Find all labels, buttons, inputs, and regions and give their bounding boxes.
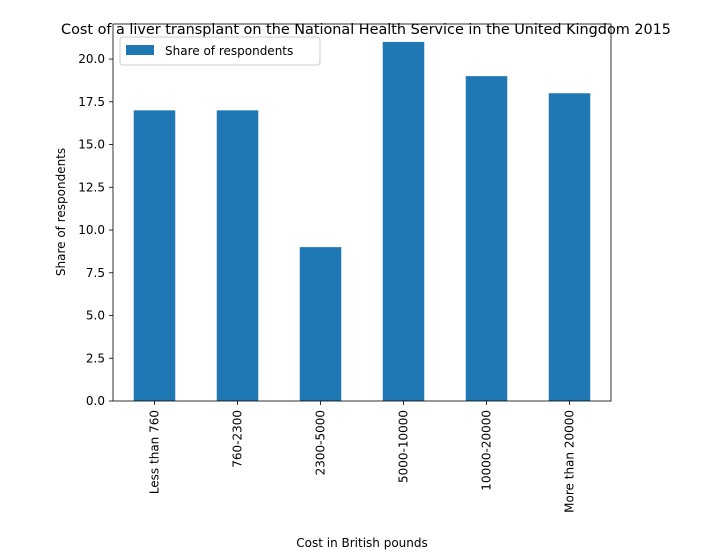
bar-4 [465, 76, 508, 401]
bar-3 [382, 41, 425, 401]
bar-5 [548, 93, 591, 401]
y-tick-label-0: 0.0 [86, 394, 105, 408]
chart-title: Cost of a liver transplant on the Nation… [61, 22, 671, 38]
y-tick-label-5: 12.5 [78, 180, 105, 194]
y-tick-label-1: 2.5 [86, 351, 105, 365]
y-tick-label-2: 5.0 [86, 309, 105, 323]
y-tick-label-3: 7.5 [86, 266, 105, 280]
x-tick-label-0: Less than 760 [148, 410, 162, 494]
bar-0 [133, 110, 176, 401]
legend: Share of respondents [119, 36, 321, 66]
plot-frame [112, 23, 612, 402]
x-tick-label-2: 2300-5000 [314, 410, 328, 475]
legend-frame [119, 36, 321, 66]
bar-1 [216, 110, 259, 401]
x-axis-label: Cost in British pounds [296, 536, 428, 550]
y-axis-label: Share of respondents [54, 148, 68, 276]
x-tick-label-1: 760-2300 [231, 410, 245, 468]
y-tick-label-8: 20.0 [78, 52, 105, 66]
x-tick-label-5: More than 20000 [563, 410, 577, 513]
x-tick-label-3: 5000-10000 [397, 410, 411, 483]
y-tick-label-7: 17.5 [78, 95, 105, 109]
legend-swatch [126, 45, 154, 55]
bars-group [133, 41, 591, 401]
bar-2 [299, 247, 342, 401]
x-axis: Less than 760 760-2300 2300-5000 5000-10000… [148, 401, 577, 513]
y-tick-label-6: 15.0 [78, 138, 105, 152]
legend-label: Share of respondents [165, 44, 293, 58]
y-axis: 0.0 2.5 5.0 7.5 10.0 12.5 15.0 17.5 20.0 [78, 52, 113, 408]
y-tick-label-4: 10.0 [78, 223, 105, 237]
x-tick-label-4: 10000-20000 [480, 410, 494, 491]
